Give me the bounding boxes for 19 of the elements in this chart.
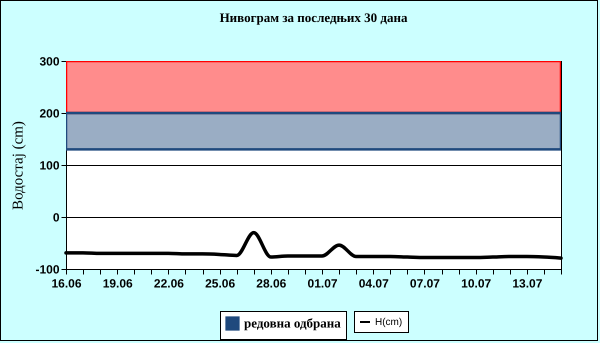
y-tick-label: -100 [35, 262, 60, 276]
x-tick-label: 04.07 [358, 276, 390, 290]
x-tick-label: 22.06 [154, 276, 184, 290]
x-tick-label: 01.07 [308, 276, 338, 290]
legend-label: редовна одбрана [244, 316, 342, 330]
chart-title: Нивограм за последњих 30 дана [220, 10, 408, 25]
x-tick-label: 13.07 [512, 276, 543, 290]
y-axis-title: Водостај (cm) [10, 121, 26, 210]
x-tick-label: 07.07 [410, 276, 440, 290]
x-tick-label: 25.06 [205, 276, 236, 290]
x-tick-label: 28.06 [256, 276, 287, 290]
x-tick-label: 16.06 [51, 276, 82, 290]
y-tick-label: 0 [52, 210, 60, 224]
x-tick-label: 19.06 [102, 276, 134, 290]
x-tick-label: 10.07 [461, 276, 492, 290]
y-tick-label: 300 [39, 54, 60, 68]
y-tick-label: 100 [39, 158, 60, 172]
y-tick-label: 200 [39, 106, 60, 120]
legend-label: H(cm) [375, 317, 402, 328]
